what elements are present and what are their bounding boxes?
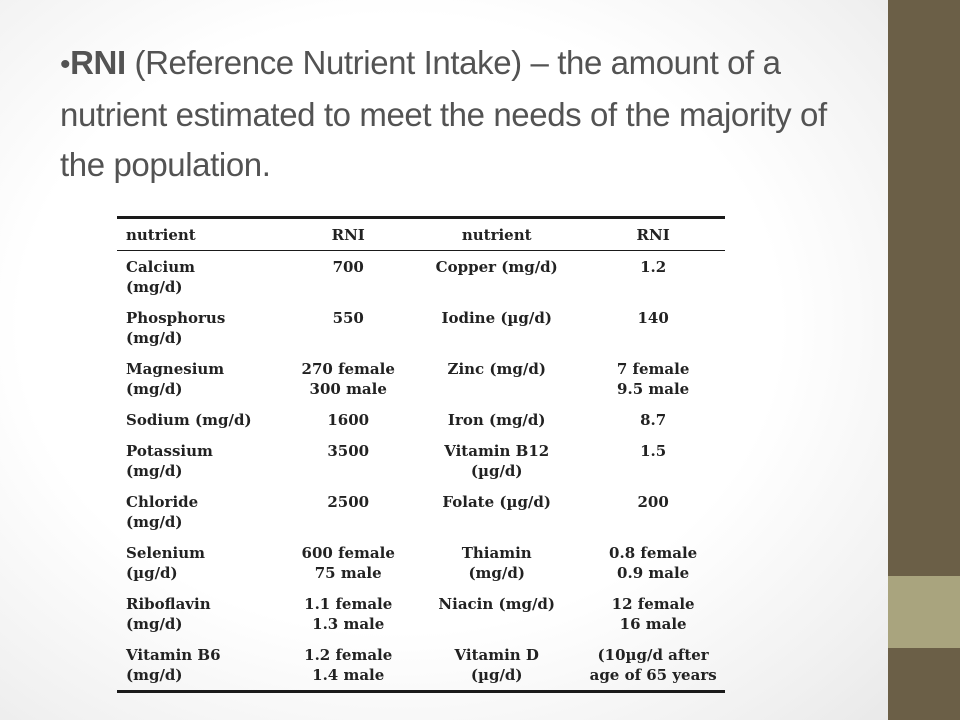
rni-cell: 1.1 female 1.3 male [304, 595, 393, 633]
rni-cell: 270 female 300 male [301, 360, 395, 398]
bullet-glyph: • [60, 48, 71, 81]
nutrient-cell: Calcium (mg/d) [126, 258, 195, 296]
nutrient-cell: Iron (mg/d) [447, 411, 546, 429]
slide-background [0, 0, 888, 720]
nutrient-cell: Chloride (mg/d) [126, 493, 199, 531]
nutrient-cell: Zinc (mg/d) [447, 360, 546, 378]
rni-cell: 3500 [327, 442, 370, 460]
table-row: Phosphorus (mg/d) 550 Iodine (µg/d) 140 [117, 302, 725, 353]
nutrient-cell: Niacin (mg/d) [438, 595, 556, 613]
table-row: Sodium (mg/d) 1600 Iron (mg/d) 8.7 [117, 404, 725, 435]
rni-cell: 7 female 9.5 male [616, 360, 690, 398]
nutrient-cell: Copper (mg/d) [435, 258, 558, 276]
header-nutrient-left: nutrient [117, 219, 285, 251]
nutrient-cell: Phosphorus (mg/d) [126, 309, 226, 347]
header-rni-right: RNI [581, 219, 725, 251]
table-row: Calcium (mg/d) 700 Copper (mg/d) 1.2 [117, 251, 725, 303]
nutrient-cell: Vitamin D (µg/d) [454, 646, 539, 684]
rni-cell: 1.2 female 1.4 male [304, 646, 393, 684]
table-row: Potassium (mg/d) 3500 Vitamin B12 (µg/d)… [117, 435, 725, 486]
rni-cell: 0.8 female 0.9 male [609, 544, 698, 582]
rni-cell: (10µg/d after age of 65 years [589, 646, 717, 684]
rni-table: nutrient RNI nutrient RNI Calcium (mg/d)… [117, 219, 725, 690]
table-row: Magnesium (mg/d) 270 female 300 male Zin… [117, 353, 725, 404]
rni-cell: 1600 [327, 411, 370, 429]
table-row: Chloride (mg/d) 2500 Folate (µg/d) 200 [117, 486, 725, 537]
nutrient-cell: Vitamin B6 (mg/d) [126, 646, 221, 684]
rni-cell: 1.2 [640, 258, 667, 276]
rni-cell: 200 [637, 493, 669, 511]
nutrient-cell: Potassium (mg/d) [126, 442, 213, 480]
rni-cell: 12 female 16 male [611, 595, 695, 633]
headline-definition: (Reference Nutrient Intake) – the amount… [60, 44, 827, 183]
header-rni-left: RNI [284, 219, 413, 251]
nutrient-cell: Thiamin (mg/d) [461, 544, 532, 582]
headline-term: RNI [70, 44, 126, 81]
rni-cell: 2500 [327, 493, 370, 511]
rni-cell: 8.7 [640, 411, 667, 429]
nutrient-cell: Folate (µg/d) [442, 493, 551, 511]
rni-cell: 140 [637, 309, 669, 327]
header-nutrient-right: nutrient [412, 219, 582, 251]
nutrient-cell: Iodine (µg/d) [441, 309, 552, 327]
nutrient-cell: Sodium (mg/d) [126, 411, 252, 429]
rni-cell: 700 [332, 258, 364, 276]
rni-table-container: nutrient RNI nutrient RNI Calcium (mg/d)… [117, 216, 725, 693]
table-row: Selenium (µg/d) 600 female 75 male Thiam… [117, 537, 725, 588]
rni-cell: 550 [332, 309, 364, 327]
nutrient-cell: Selenium (µg/d) [126, 544, 205, 582]
nutrient-cell: Vitamin B12 (µg/d) [444, 442, 550, 480]
slide-headline: •RNI (Reference Nutrient Intake) – the a… [60, 38, 830, 190]
table-header-row: nutrient RNI nutrient RNI [117, 219, 725, 251]
nutrient-cell: Riboflavin (mg/d) [126, 595, 211, 633]
decorative-side-accent [888, 576, 960, 648]
rni-cell: 600 female 75 male [301, 544, 395, 582]
rni-cell: 1.5 [640, 442, 667, 460]
table-row: Vitamin B6 (mg/d) 1.2 female 1.4 male Vi… [117, 639, 725, 690]
nutrient-cell: Magnesium (mg/d) [126, 360, 225, 398]
table-row: Riboflavin (mg/d) 1.1 female 1.3 male Ni… [117, 588, 725, 639]
